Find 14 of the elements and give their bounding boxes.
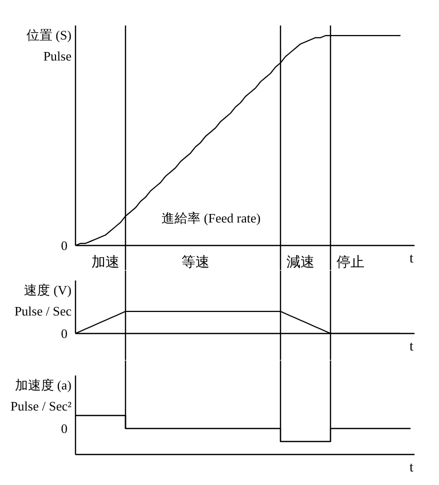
text: 0 — [61, 238, 68, 254]
x-tick-label: 等速 — [182, 254, 210, 271]
x-axis-title: t — [410, 252, 414, 267]
y-axis-title: 加速度 (a) Pulse / Sec² — [10, 377, 72, 414]
y-axis-title: 位置 (S) Pulse — [26, 28, 72, 64]
x-axis-title: t — [410, 339, 414, 354]
x-tick-label: 停止 — [336, 254, 364, 271]
text: 0 — [61, 326, 68, 341]
x-tick-label: 加速 — [92, 254, 120, 271]
text: 0 — [61, 421, 68, 436]
annotation: 進給率 (Feed rate) — [162, 210, 261, 226]
x-axis-title: t — [410, 460, 414, 476]
y-axis-title: 速度 (V) Pulse / Sec — [14, 282, 72, 318]
x-tick-label: 減速 — [286, 254, 314, 271]
